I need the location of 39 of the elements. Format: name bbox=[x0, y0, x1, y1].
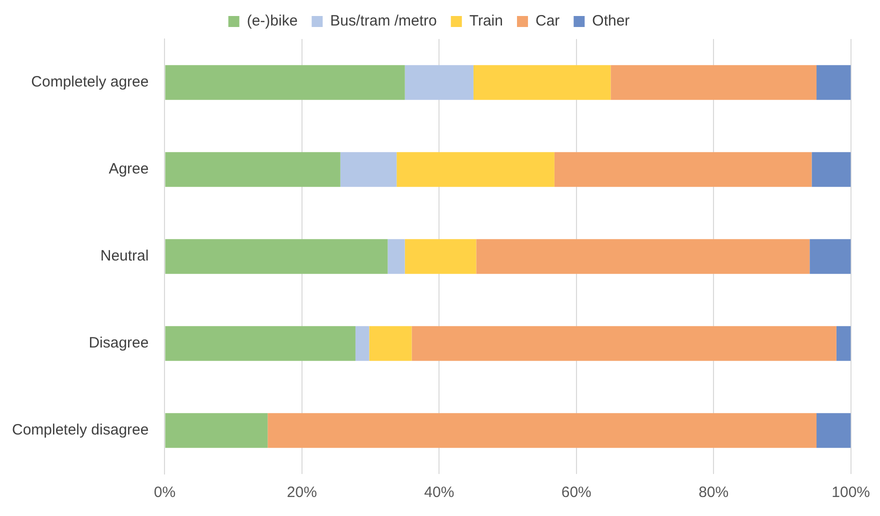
legend-label: (e-)bike bbox=[246, 12, 298, 30]
bar bbox=[268, 413, 817, 448]
bar bbox=[340, 152, 397, 187]
bar bbox=[165, 65, 405, 100]
bar bbox=[836, 326, 851, 361]
bar bbox=[404, 65, 474, 100]
bar bbox=[816, 413, 851, 448]
legend-label: Train bbox=[469, 12, 503, 30]
legend-label: Other bbox=[592, 12, 630, 30]
legend-label: Car bbox=[535, 12, 560, 30]
bar bbox=[812, 152, 851, 187]
y-tick-label: Completely disagree bbox=[12, 422, 149, 439]
bar bbox=[165, 239, 388, 274]
x-tick-label: 20% bbox=[286, 484, 317, 502]
bar bbox=[165, 152, 340, 187]
x-tick-label: 60% bbox=[561, 484, 592, 502]
bar bbox=[610, 65, 817, 100]
bar bbox=[810, 239, 851, 274]
bar bbox=[355, 326, 370, 361]
bar bbox=[165, 413, 268, 448]
x-tick-label: 40% bbox=[424, 484, 454, 502]
y-tick-label: Agree bbox=[108, 160, 149, 178]
x-tick-label: 0% bbox=[154, 484, 176, 502]
x-tick-label: 80% bbox=[698, 484, 729, 502]
bar bbox=[412, 326, 836, 361]
y-tick-label: Neutral bbox=[100, 248, 149, 265]
bar bbox=[473, 65, 611, 100]
bar bbox=[816, 65, 851, 100]
bar bbox=[554, 152, 812, 187]
legend-label: Bus/tram /metro bbox=[330, 12, 437, 30]
y-tick-label: Completely agree bbox=[31, 74, 149, 91]
bar bbox=[369, 326, 412, 361]
bar bbox=[396, 152, 554, 187]
y-tick-label: Disagree bbox=[88, 334, 149, 352]
bar bbox=[476, 239, 810, 274]
x-tick-label: 100% bbox=[832, 484, 870, 502]
bar bbox=[165, 326, 356, 361]
bar bbox=[404, 239, 476, 274]
bar bbox=[388, 239, 405, 274]
